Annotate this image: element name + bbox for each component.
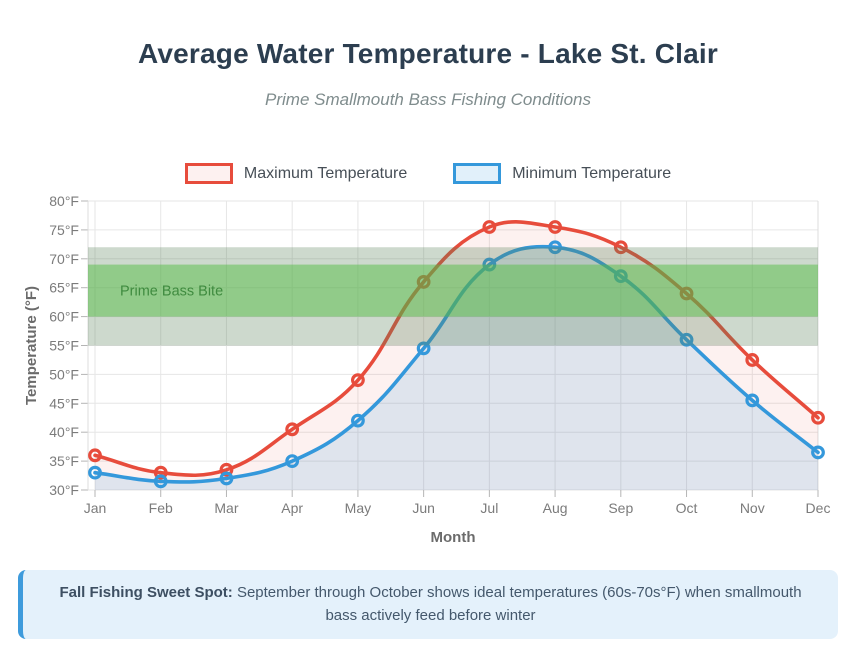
x-tick-label: Jul	[480, 500, 498, 516]
page-subtitle: Prime Smallmouth Bass Fishing Conditions	[265, 90, 591, 109]
x-tick-label: May	[345, 500, 371, 516]
y-tick-label: 80°F	[49, 193, 79, 209]
data-point-max-Feb[interactable]	[153, 465, 168, 480]
y-tick-label: 70°F	[49, 251, 79, 267]
y-tick-label: 30°F	[49, 482, 79, 498]
data-point-max-Mar[interactable]	[219, 462, 234, 477]
x-tick-label: Jan	[84, 500, 107, 516]
y-tick-label: 55°F	[49, 338, 79, 354]
x-tick-label: Aug	[543, 500, 568, 516]
data-point-min-Aug[interactable]	[548, 240, 562, 255]
legend-item-min[interactable]: Minimum Temperature	[453, 163, 671, 184]
y-tick-label: 35°F	[49, 453, 79, 469]
data-point-min-Feb[interactable]	[153, 474, 168, 489]
y-tick-label: 60°F	[49, 309, 79, 325]
x-tick-label: Feb	[149, 500, 173, 516]
data-point-max-Aug[interactable]	[548, 220, 562, 234]
y-tick-label: 45°F	[49, 395, 79, 411]
legend-label-min: Minimum Temperature	[512, 164, 672, 182]
legend-swatch-min-icon	[453, 163, 502, 184]
data-point-min-May[interactable]	[351, 413, 365, 428]
y-tick-label: 40°F	[49, 424, 79, 440]
y-axis-title: Temperature (°F)	[23, 286, 40, 405]
band-label: Prime Bass Bite	[120, 284, 223, 300]
data-point-max-Nov[interactable]	[745, 353, 760, 367]
legend-swatch-max-icon	[184, 163, 233, 184]
x-tick-label: Sep	[608, 500, 633, 516]
x-axis-title: Month	[431, 529, 476, 546]
data-point-max-May[interactable]	[351, 373, 365, 388]
data-point-min-Oct[interactable]	[679, 332, 694, 347]
legend-item-max[interactable]: Maximum Temperature	[184, 163, 408, 184]
x-tick-label: Nov	[740, 500, 765, 516]
legend-label-max: Maximum Temperature	[243, 164, 408, 182]
data-point-min-Jan[interactable]	[88, 465, 102, 480]
y-tick-label: 50°F	[49, 366, 79, 382]
chart-area: 30°F 35°F 40°F 45°F 50°F 55°F 60°F 65°F 70°F 75°F…	[0, 190, 856, 570]
x-tick-label: Oct	[676, 500, 698, 516]
data-point-max-Apr[interactable]	[285, 422, 300, 437]
data-point-max-Sep[interactable]	[613, 240, 628, 255]
x-tick-label: Jun	[412, 500, 435, 516]
data-point-min-Nov[interactable]	[745, 393, 760, 408]
data-point-min-Jun[interactable]	[416, 341, 431, 356]
y-tick-label: 65°F	[49, 280, 79, 296]
data-point-max-Jan[interactable]	[88, 448, 102, 463]
footer-note-text: September through October shows ideal te…	[236, 584, 802, 625]
x-tick-label: Apr	[281, 500, 303, 516]
page-title: Average Water Temperature - Lake St. Cla…	[137, 38, 718, 69]
data-point-min-Mar[interactable]	[219, 471, 234, 486]
data-point-min-Dec[interactable]	[811, 445, 825, 460]
footer-note-lead: Fall Fishing Sweet Spot:	[59, 584, 233, 601]
x-tick-label: Mar	[214, 500, 238, 516]
data-point-max-Dec[interactable]	[811, 410, 825, 425]
data-point-min-Apr[interactable]	[285, 454, 300, 469]
x-tick-label: Dec	[806, 500, 831, 516]
band-prime-inner	[88, 264, 818, 317]
chart-legend: Maximum Temperature Minimum Temperature	[0, 163, 856, 184]
temperature-line-chart[interactable]: 30°F 35°F 40°F 45°F 50°F 55°F 60°F 65°F 70°F 75°F…	[0, 190, 856, 565]
data-point-max-Jul[interactable]	[482, 220, 497, 234]
footer-note: Fall Fishing Sweet Spot: September throu…	[18, 570, 838, 639]
y-tick-label: 75°F	[49, 222, 79, 238]
